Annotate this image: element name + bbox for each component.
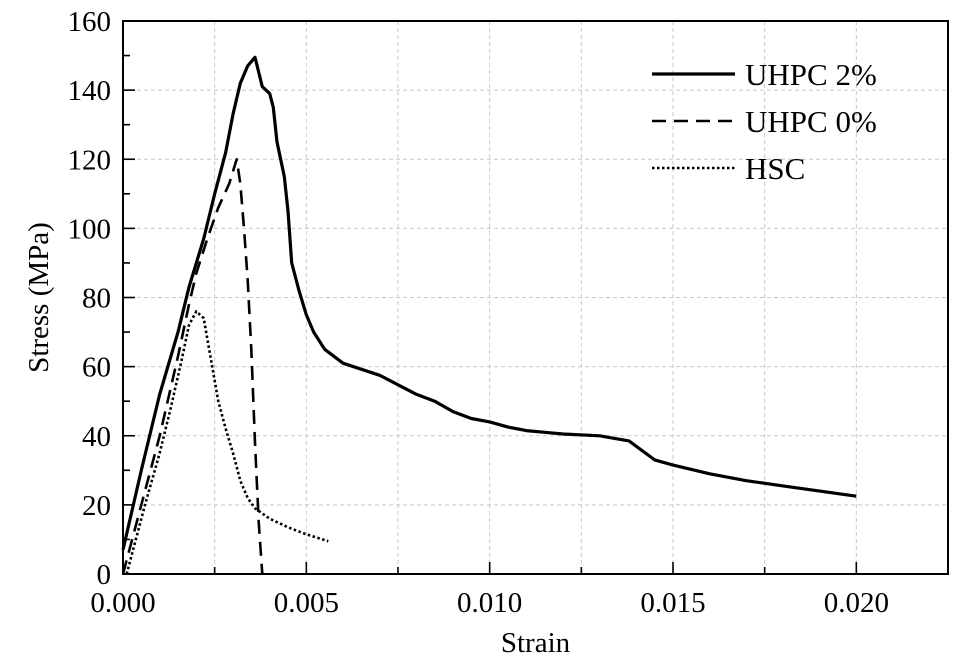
y-tick-label: 120 — [68, 144, 112, 176]
y-axis-title: Stress (MPa) — [23, 222, 55, 373]
y-tick-label: 20 — [82, 490, 111, 522]
legend-label-1: UHPC 2% — [745, 57, 877, 92]
y-tick-label: 0 — [97, 559, 112, 591]
series-line-3 — [125, 310, 329, 575]
y-tick-label: 80 — [82, 283, 111, 315]
x-tick-label: 0.020 — [824, 587, 889, 619]
tick-layer — [122, 20, 949, 575]
y-tick-label: 100 — [68, 213, 112, 245]
legend: UHPC 2% UHPC 0% HSC — [652, 57, 877, 186]
x-tick-label: 0.015 — [640, 587, 705, 619]
grid-layer — [123, 21, 948, 574]
x-tick-label: 0.010 — [457, 587, 522, 619]
y-tick-label: 160 — [68, 6, 112, 38]
y-tick-label: 60 — [82, 352, 111, 384]
series-layer — [121, 55, 857, 575]
y-tick-label: 140 — [68, 75, 112, 107]
series-line-2 — [121, 158, 264, 575]
x-tick-label: 0.005 — [274, 587, 339, 619]
tick-labels: 0.000 0.005 0.010 0.015 0.020 0 20 40 60 80 100 120… — [68, 6, 889, 619]
x-tick-label: 0.000 — [90, 587, 155, 619]
y-tick-label: 40 — [82, 421, 111, 453]
series-line-1 — [121, 55, 857, 551]
legend-label-2: UHPC 0% — [745, 104, 877, 139]
legend-label-3: HSC — [745, 151, 805, 186]
x-axis-title: Strain — [501, 627, 571, 659]
